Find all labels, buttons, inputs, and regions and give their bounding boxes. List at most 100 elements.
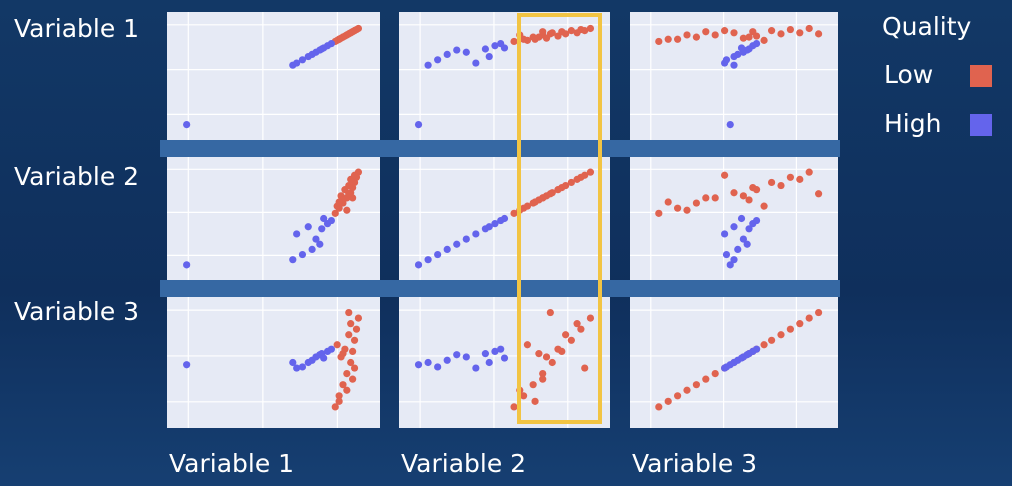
point (331, 403, 339, 411)
point (320, 214, 328, 223)
point (523, 341, 532, 349)
point (491, 42, 499, 50)
point (546, 308, 554, 317)
point (539, 28, 547, 36)
point (345, 30, 353, 38)
point (293, 230, 301, 238)
point (304, 223, 312, 231)
point (581, 27, 589, 35)
point (316, 240, 324, 248)
point (485, 52, 493, 61)
point (721, 171, 729, 179)
point (745, 33, 753, 41)
point (443, 50, 451, 59)
point (350, 171, 359, 179)
point (347, 358, 355, 367)
point (289, 358, 297, 367)
point (304, 358, 312, 367)
point (752, 216, 761, 225)
point (674, 392, 682, 400)
point (743, 46, 751, 54)
point (752, 186, 761, 194)
point (542, 353, 551, 361)
point (481, 350, 489, 358)
point (354, 314, 363, 322)
point (743, 351, 751, 359)
point (349, 347, 357, 355)
point (183, 361, 191, 369)
point (683, 386, 691, 394)
point (726, 121, 734, 129)
point (562, 181, 570, 190)
point (345, 181, 353, 190)
point (573, 29, 581, 37)
point (786, 173, 795, 181)
point (768, 178, 776, 187)
point (500, 354, 509, 362)
point (786, 25, 795, 34)
point (343, 206, 351, 214)
point (815, 190, 823, 198)
point (298, 363, 307, 371)
point (327, 216, 335, 225)
point (567, 178, 575, 187)
point (768, 27, 776, 35)
point (345, 308, 353, 317)
point (737, 214, 746, 223)
point (737, 354, 746, 362)
point (491, 220, 499, 228)
point (577, 325, 585, 333)
point (730, 29, 738, 37)
highlight-box (517, 13, 602, 424)
row-band (160, 280, 840, 297)
point (796, 175, 804, 183)
panel (167, 297, 380, 428)
point (293, 364, 301, 372)
point (796, 320, 804, 328)
point (320, 44, 328, 52)
point (581, 364, 589, 372)
point (805, 24, 813, 33)
point (500, 214, 509, 223)
row-label: Variable 2 (14, 162, 139, 191)
row-label: Variable 3 (14, 297, 139, 326)
legend-swatch (970, 65, 992, 87)
point (737, 44, 746, 52)
point (318, 225, 326, 233)
point (702, 375, 710, 383)
point (523, 36, 532, 44)
point (721, 27, 729, 35)
point (434, 363, 442, 371)
panels (167, 12, 838, 428)
point (485, 223, 493, 231)
point (815, 308, 823, 317)
point (500, 44, 509, 52)
point (327, 40, 335, 48)
point (350, 364, 359, 372)
point (472, 59, 480, 67)
point (462, 235, 470, 243)
point (777, 181, 785, 190)
point (692, 381, 701, 389)
point (730, 256, 738, 264)
point (327, 345, 335, 353)
point (752, 345, 761, 353)
panel (399, 297, 610, 428)
point (414, 361, 423, 369)
point (424, 256, 432, 264)
point (485, 358, 493, 367)
point (573, 175, 581, 183)
point (335, 35, 343, 43)
point (462, 48, 470, 56)
point (345, 331, 353, 339)
point (349, 375, 357, 383)
point (815, 30, 823, 38)
point (586, 314, 595, 322)
point (453, 46, 461, 54)
point (335, 397, 343, 405)
point (554, 345, 562, 353)
point (683, 31, 691, 39)
point (726, 261, 734, 269)
column-label: Variable 1 (169, 449, 294, 478)
point (434, 56, 442, 64)
